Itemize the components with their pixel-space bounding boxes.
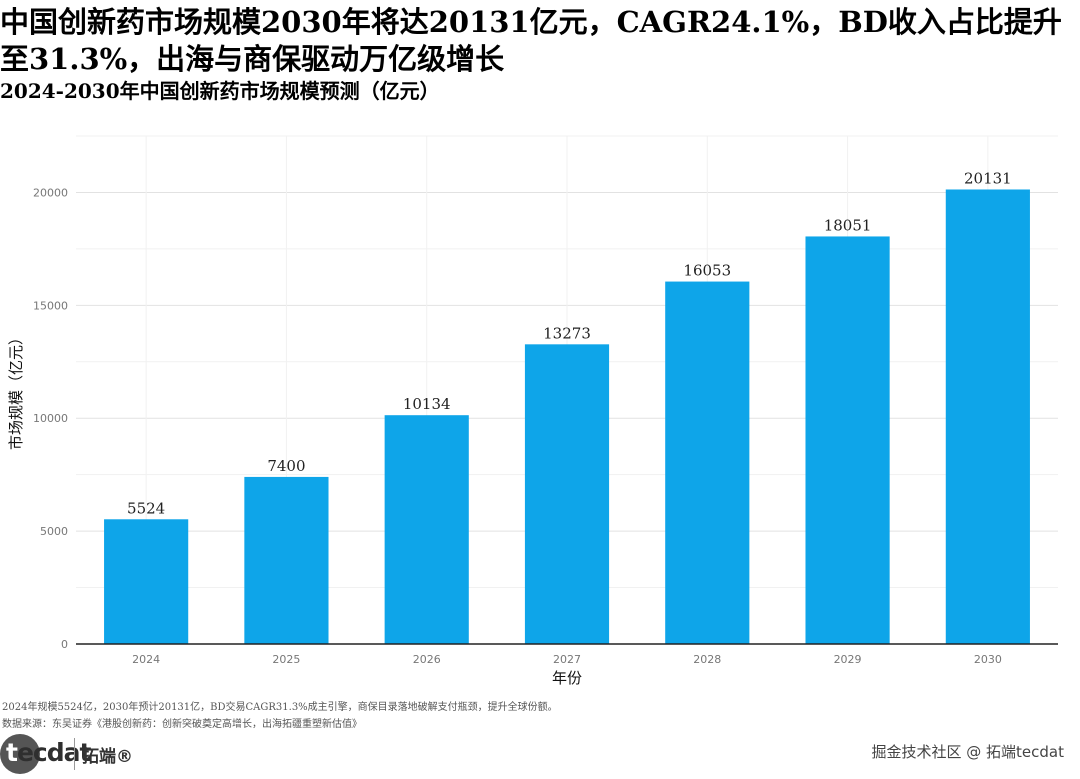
tecdat-logo-icon xyxy=(0,734,40,774)
bars xyxy=(104,189,1030,644)
x-tick-label: 2025 xyxy=(272,653,300,666)
y-tick-label: 0 xyxy=(61,638,68,651)
y-tick-label: 15000 xyxy=(33,299,68,312)
bar-2027 xyxy=(524,344,610,644)
x-axis-title: 年份 xyxy=(552,669,582,687)
brand-logo-text: tecdat xyxy=(6,738,91,767)
data-label-2028: 16053 xyxy=(683,262,731,280)
x-axis-ticks: 2024 2025 2026 2027 2028 2029 2030 xyxy=(132,653,1002,666)
x-tick-label: 2028 xyxy=(693,653,721,666)
bar-2030 xyxy=(945,189,1030,644)
watermark: 掘金技术社区 @ 拓端tecdat xyxy=(871,743,1065,761)
y-tick-label: 10000 xyxy=(33,412,68,425)
chart-title: 中国创新药市场规模2030年将达20131亿元，CAGR24.1%，BD收入占比… xyxy=(0,5,1062,76)
data-label-2024: 5524 xyxy=(127,499,165,517)
y-tick-label: 5000 xyxy=(40,525,68,538)
bar-2029 xyxy=(805,236,890,644)
x-tick-label: 2024 xyxy=(132,653,160,666)
bar-2028 xyxy=(665,281,750,644)
data-label-2027: 13273 xyxy=(543,324,591,342)
y-tick-label: 20000 xyxy=(33,186,68,199)
bar-2026 xyxy=(384,415,469,644)
x-tick-label: 2027 xyxy=(553,653,581,666)
data-source: 数据来源：东吴证券《港股创新药：创新突破奠定高增长，出海拓疆重塑新估值》 xyxy=(2,719,362,730)
brand-divider xyxy=(74,738,75,770)
brand-logo-block: tecdat 拓端® xyxy=(0,734,133,774)
y-axis-title: 市场规模（亿元） xyxy=(7,330,25,450)
y-axis-ticks: 0 5000 10000 15000 20000 xyxy=(33,186,68,651)
x-tick-label: 2026 xyxy=(413,653,441,666)
chart-subtitle: 2024-2030年中国创新药市场规模预测（亿元） xyxy=(0,79,440,103)
bar-2024 xyxy=(104,519,189,644)
data-labels: 5524 7400 10134 13273 16053 18051 20131 xyxy=(127,169,1012,517)
bar-chart: 0 5000 10000 15000 20000 5524 7400 10134 13273 1… xyxy=(7,135,1058,687)
data-label-2030: 20131 xyxy=(964,169,1012,187)
brand-chinese-name: 拓端® xyxy=(82,747,133,767)
data-label-2025: 7400 xyxy=(267,457,305,475)
footnote: 2024年规模5524亿，2030年预计20131亿，BD交易CAGR31.3%… xyxy=(2,702,558,713)
x-tick-label: 2030 xyxy=(974,653,1002,666)
data-label-2026: 10134 xyxy=(403,395,451,413)
data-label-2029: 18051 xyxy=(824,216,872,234)
x-tick-label: 2029 xyxy=(834,653,862,666)
bar-2025 xyxy=(244,476,329,644)
